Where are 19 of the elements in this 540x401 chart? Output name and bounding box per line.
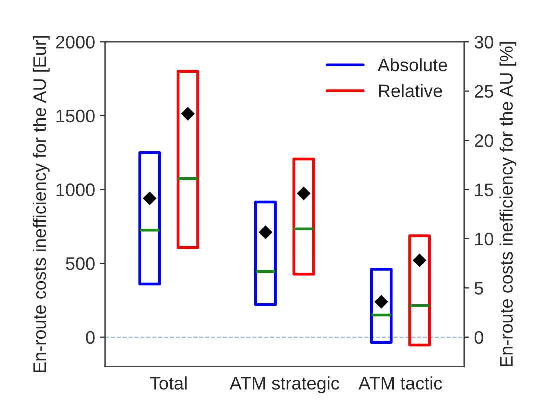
y-tick-label: 2000 (56, 36, 95, 49)
y2-tick-label: 10 (476, 232, 494, 246)
x-tick-label: Total (150, 376, 187, 390)
y2-tick-label: 5 (474, 282, 484, 295)
y2-tick-label: 15 (476, 184, 494, 196)
y2-tick-label: 30 (474, 36, 494, 49)
y-tick-label: 0 (86, 331, 95, 344)
y-tick-label: 1500 (56, 110, 95, 123)
y2-tick-label: 0 (474, 331, 484, 344)
y2-axis-title: En-route costs inefficiency for the AU [%] (500, 42, 517, 366)
y2-tick-label: 25 (475, 85, 494, 98)
y2-tick-label: 20 (475, 134, 494, 148)
x-tick-label: ATM strategic (230, 376, 340, 394)
x-tick-label: ATM tactic (358, 376, 442, 390)
y-axis-title: En-route costs inefficiency for the AU [Eur] (33, 36, 50, 372)
y-tick-label: 1000 (56, 184, 95, 196)
y-tick-label: 500 (66, 258, 95, 270)
legend-label: Absolute (378, 58, 448, 72)
legend-label: Relative (379, 84, 442, 98)
